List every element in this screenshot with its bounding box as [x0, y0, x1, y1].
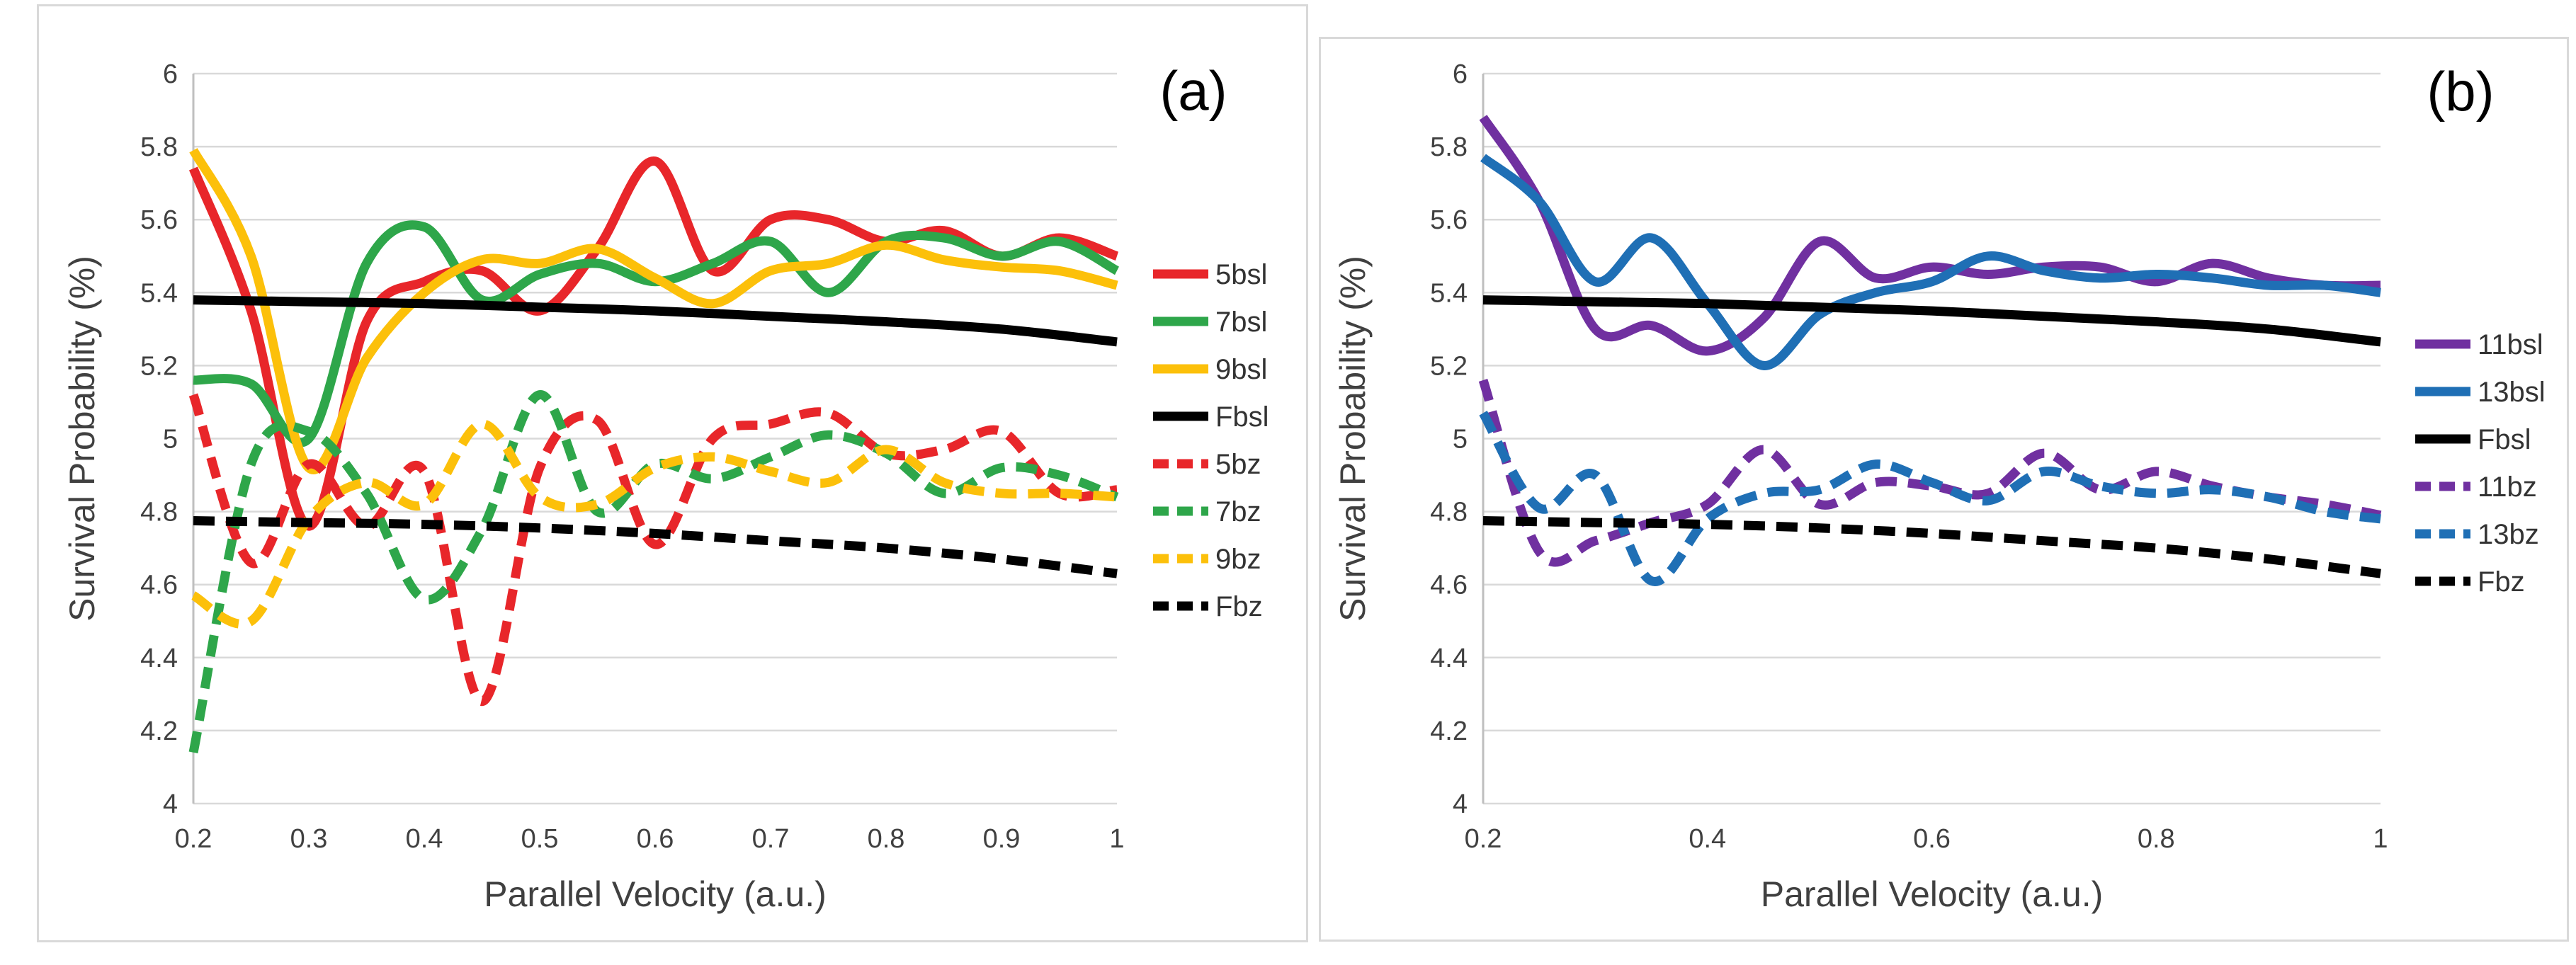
x-tick-label: 1	[2373, 824, 2388, 854]
y-tick-label: 4.2	[140, 716, 178, 746]
series-line-Fbsl	[193, 295, 1118, 347]
y-axis-title: Survival Probability (%)	[1333, 256, 1373, 622]
x-tick-label: 0.5	[521, 824, 559, 854]
x-tick-label: 0.2	[175, 824, 212, 854]
legend-label: 5bz	[1215, 449, 1261, 480]
y-tick-label: 4.6	[140, 571, 178, 600]
series-line-7bsl	[193, 220, 1120, 447]
legend-label: Fbz	[2478, 566, 2525, 598]
y-tick-label: 5.6	[1430, 205, 1468, 235]
legend-label: 13bsl	[2478, 377, 2546, 408]
chart-panel-a: 4 4.2 4.4 4.6 4.8 5 5.2 5.4 5.6 5.8 6 0.2 0.3 0.4 0.5 0…	[37, 4, 1308, 942]
y-axis-title: Survival Probability (%)	[62, 256, 102, 622]
legend-label: Fbsl	[2478, 424, 2531, 455]
y-tick-label: 5.8	[1430, 132, 1468, 162]
x-tick-label: 0.8	[868, 824, 905, 854]
series-line-5bz	[188, 393, 1118, 707]
x-tick-label: 0.4	[406, 824, 443, 854]
series-line-Fbz	[193, 516, 1118, 578]
y-tick-label: 5	[163, 425, 178, 455]
y-tick-label: 4.6	[1430, 571, 1468, 600]
x-tick-label: 0.4	[1689, 824, 1726, 854]
y-tick-label: 6	[1453, 59, 1468, 89]
chart-b-svg: 4 4.2 4.4 4.6 4.8 5 5.2 5.4 5.6 5.8 6 0.2 0.4 0.6 0.8 1…	[1333, 59, 2546, 914]
x-tick-label: 0.2	[1465, 824, 1502, 854]
legend-label: 11bz	[2478, 472, 2537, 503]
y-tick-label: 6	[163, 59, 178, 89]
y-tick-label: 5.2	[140, 351, 178, 381]
x-tick-label: 0.7	[752, 824, 790, 854]
panel-label: (b)	[2427, 60, 2494, 122]
legend-label: 5bsl	[1215, 259, 1267, 290]
y-tick-label: 5.2	[1430, 351, 1468, 381]
legend-label: 11bsl	[2478, 329, 2543, 360]
y-tick-label: 5.4	[1430, 278, 1468, 308]
legend-label: Fbz	[1215, 591, 1263, 622]
series-line-13bz	[1479, 411, 2381, 586]
x-axis-title: Parallel Velocity (a.u.)	[484, 874, 827, 914]
y-tick-label: 4.4	[140, 644, 178, 673]
y-tick-label: 4	[1453, 789, 1468, 819]
legend-label: 7bz	[1215, 496, 1261, 527]
panel-label: (a)	[1159, 59, 1227, 122]
series-line-13bsl	[1480, 154, 2381, 370]
series-line-11bsl	[1479, 115, 2381, 356]
chart-a-svg: 4 4.2 4.4 4.6 4.8 5 5.2 5.4 5.6 5.8 6 0.2 0.3 0.4 0.5 0…	[62, 59, 1269, 914]
series-line-11bz	[1478, 378, 2382, 567]
y-tick-label: 4.8	[1430, 498, 1468, 527]
y-tick-label: 4.2	[1430, 716, 1468, 746]
y-tick-label: 5	[1453, 425, 1468, 455]
x-tick-label: 1	[1109, 824, 1124, 854]
y-tick-label: 4.8	[140, 498, 178, 527]
x-tick-label: 0.6	[1913, 824, 1951, 854]
y-tick-label: 5.6	[140, 205, 178, 235]
legend-label: Fbsl	[1215, 401, 1269, 433]
legend-label: 9bsl	[1215, 354, 1267, 385]
y-tick-label: 5.8	[140, 132, 178, 162]
legend-label: 9bz	[1215, 544, 1261, 575]
legend-label: 13bz	[2478, 519, 2539, 550]
y-tick-label: 5.4	[140, 278, 178, 308]
x-tick-label: 0.3	[290, 824, 328, 854]
y-tick-label: 4.4	[1430, 644, 1468, 673]
y-tick-label: 4	[163, 789, 178, 819]
x-tick-label: 0.9	[983, 824, 1021, 854]
legend-label: 7bsl	[1215, 307, 1267, 338]
series-line-5bsl	[188, 156, 1119, 531]
x-tick-label: 0.8	[2138, 824, 2175, 854]
series-line-9bz	[191, 419, 1118, 629]
x-tick-label: 0.6	[637, 824, 674, 854]
series-line-Fbsl	[1482, 295, 2381, 347]
series-line-Fbz	[1482, 516, 2381, 578]
chart-panel-b: 4 4.2 4.4 4.6 4.8 5 5.2 5.4 5.6 5.8 6 0.2 0.4 0.6 0.8 1…	[1319, 37, 2569, 942]
x-axis-title: Parallel Velocity (a.u.)	[1761, 874, 2104, 914]
series-line-7bz	[188, 390, 1119, 754]
